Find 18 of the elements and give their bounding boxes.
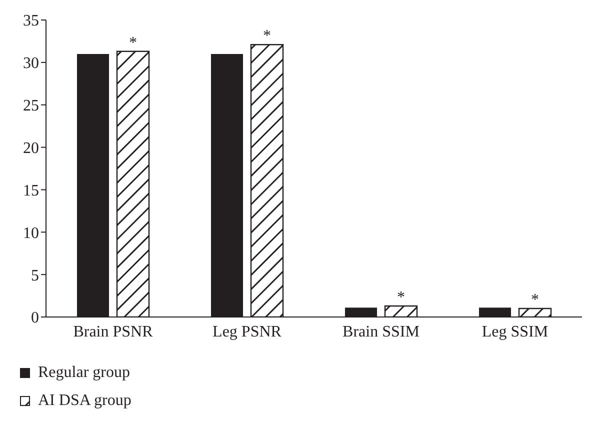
annotation: * [129, 34, 137, 52]
x-tick-label: Leg PSNR [212, 323, 282, 340]
annotation: * [263, 28, 271, 45]
y-tick-label: 5 [31, 267, 39, 284]
x-tick-label: Brain PSNR [73, 323, 154, 340]
legend-label: Regular group [38, 364, 130, 382]
x-tick-label: Leg SSIM [482, 323, 548, 340]
y-tick-label: 15 [23, 182, 39, 200]
annotation: * [531, 292, 539, 309]
y-tick-label: 0 [31, 310, 39, 327]
y-tick-label: 20 [23, 140, 39, 157]
y-tick-label: 35 [23, 12, 39, 30]
x-tick-label: Brain SSIM [342, 323, 420, 340]
y-tick-label: 30 [23, 55, 39, 72]
y-tick-label: 25 [23, 98, 39, 115]
y-tick-label: 10 [23, 224, 39, 242]
legend-label: AI DSA group [38, 392, 132, 410]
annotation: * [397, 288, 405, 306]
